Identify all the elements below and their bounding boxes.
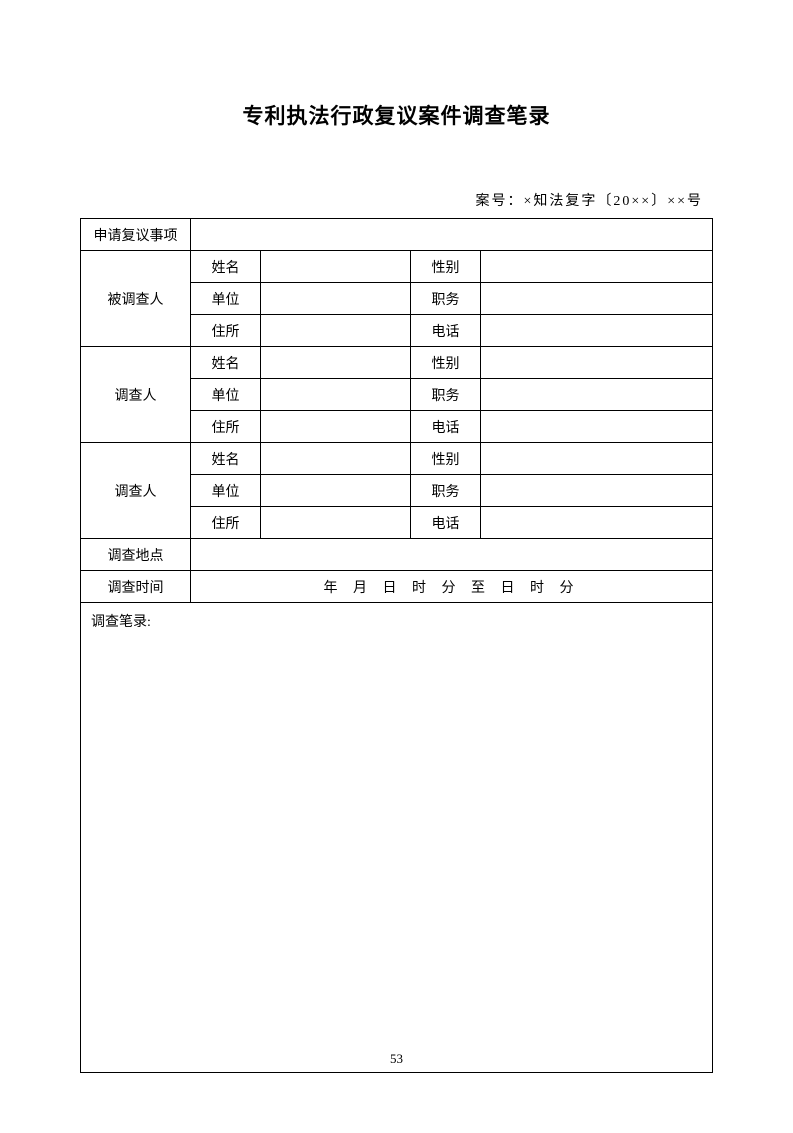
investigation-form-table: 申请复议事项 被调查人 姓名 性别 单位 职务 住所 电话 [80,218,713,603]
label-address: 住所 [191,507,261,539]
field-time[interactable]: 年 月 日 时 分 至 日 时 分 [191,571,713,603]
page-title: 专利执法行政复议案件调查笔录 [80,100,713,130]
field-inv2-unit[interactable] [261,475,411,507]
table-row: 被调查人 姓名 性别 [81,251,713,283]
label-unit: 单位 [191,379,261,411]
field-inv1-name[interactable] [261,347,411,379]
table-row: 调查地点 [81,539,713,571]
label-investigator-2: 调查人 [81,443,191,539]
label-name: 姓名 [191,347,261,379]
field-inv2-gender[interactable] [481,443,713,475]
label-position: 职务 [411,379,481,411]
label-investigator-1: 调查人 [81,347,191,443]
case-number: 案号：×知法复字〔20××〕××号 [80,190,713,210]
field-location[interactable] [191,539,713,571]
label-name: 姓名 [191,443,261,475]
page-container: 专利执法行政复议案件调查笔录 案号：×知法复字〔20××〕××号 申请复议事项 … [0,0,793,1133]
label-phone: 电话 [411,411,481,443]
field-respondent-name[interactable] [261,251,411,283]
page-number: 53 [0,1051,793,1067]
label-phone: 电话 [411,315,481,347]
label-unit: 单位 [191,283,261,315]
label-gender: 性别 [411,347,481,379]
field-inv2-position[interactable] [481,475,713,507]
table-row: 申请复议事项 [81,219,713,251]
label-gender: 性别 [411,443,481,475]
label-time: 调查时间 [81,571,191,603]
label-unit: 单位 [191,475,261,507]
field-respondent-address[interactable] [261,315,411,347]
table-row: 调查人 姓名 性别 [81,443,713,475]
field-inv1-phone[interactable] [481,411,713,443]
label-respondent: 被调查人 [81,251,191,347]
field-respondent-position[interactable] [481,283,713,315]
field-inv1-gender[interactable] [481,347,713,379]
table-row: 调查时间 年 月 日 时 分 至 日 时 分 [81,571,713,603]
label-name: 姓名 [191,251,261,283]
field-inv2-phone[interactable] [481,507,713,539]
label-transcript: 调查笔录: [91,615,151,630]
field-application-matter[interactable] [191,219,713,251]
label-position: 职务 [411,475,481,507]
table-row: 调查人 姓名 性别 [81,347,713,379]
label-application-matter: 申请复议事项 [81,219,191,251]
label-location: 调查地点 [81,539,191,571]
label-position: 职务 [411,283,481,315]
label-address: 住所 [191,315,261,347]
transcript-box[interactable]: 调查笔录: [80,603,713,1073]
field-inv2-name[interactable] [261,443,411,475]
field-inv1-position[interactable] [481,379,713,411]
field-inv1-unit[interactable] [261,379,411,411]
field-inv2-address[interactable] [261,507,411,539]
field-respondent-unit[interactable] [261,283,411,315]
field-respondent-phone[interactable] [481,315,713,347]
label-gender: 性别 [411,251,481,283]
field-inv1-address[interactable] [261,411,411,443]
label-phone: 电话 [411,507,481,539]
field-respondent-gender[interactable] [481,251,713,283]
label-address: 住所 [191,411,261,443]
